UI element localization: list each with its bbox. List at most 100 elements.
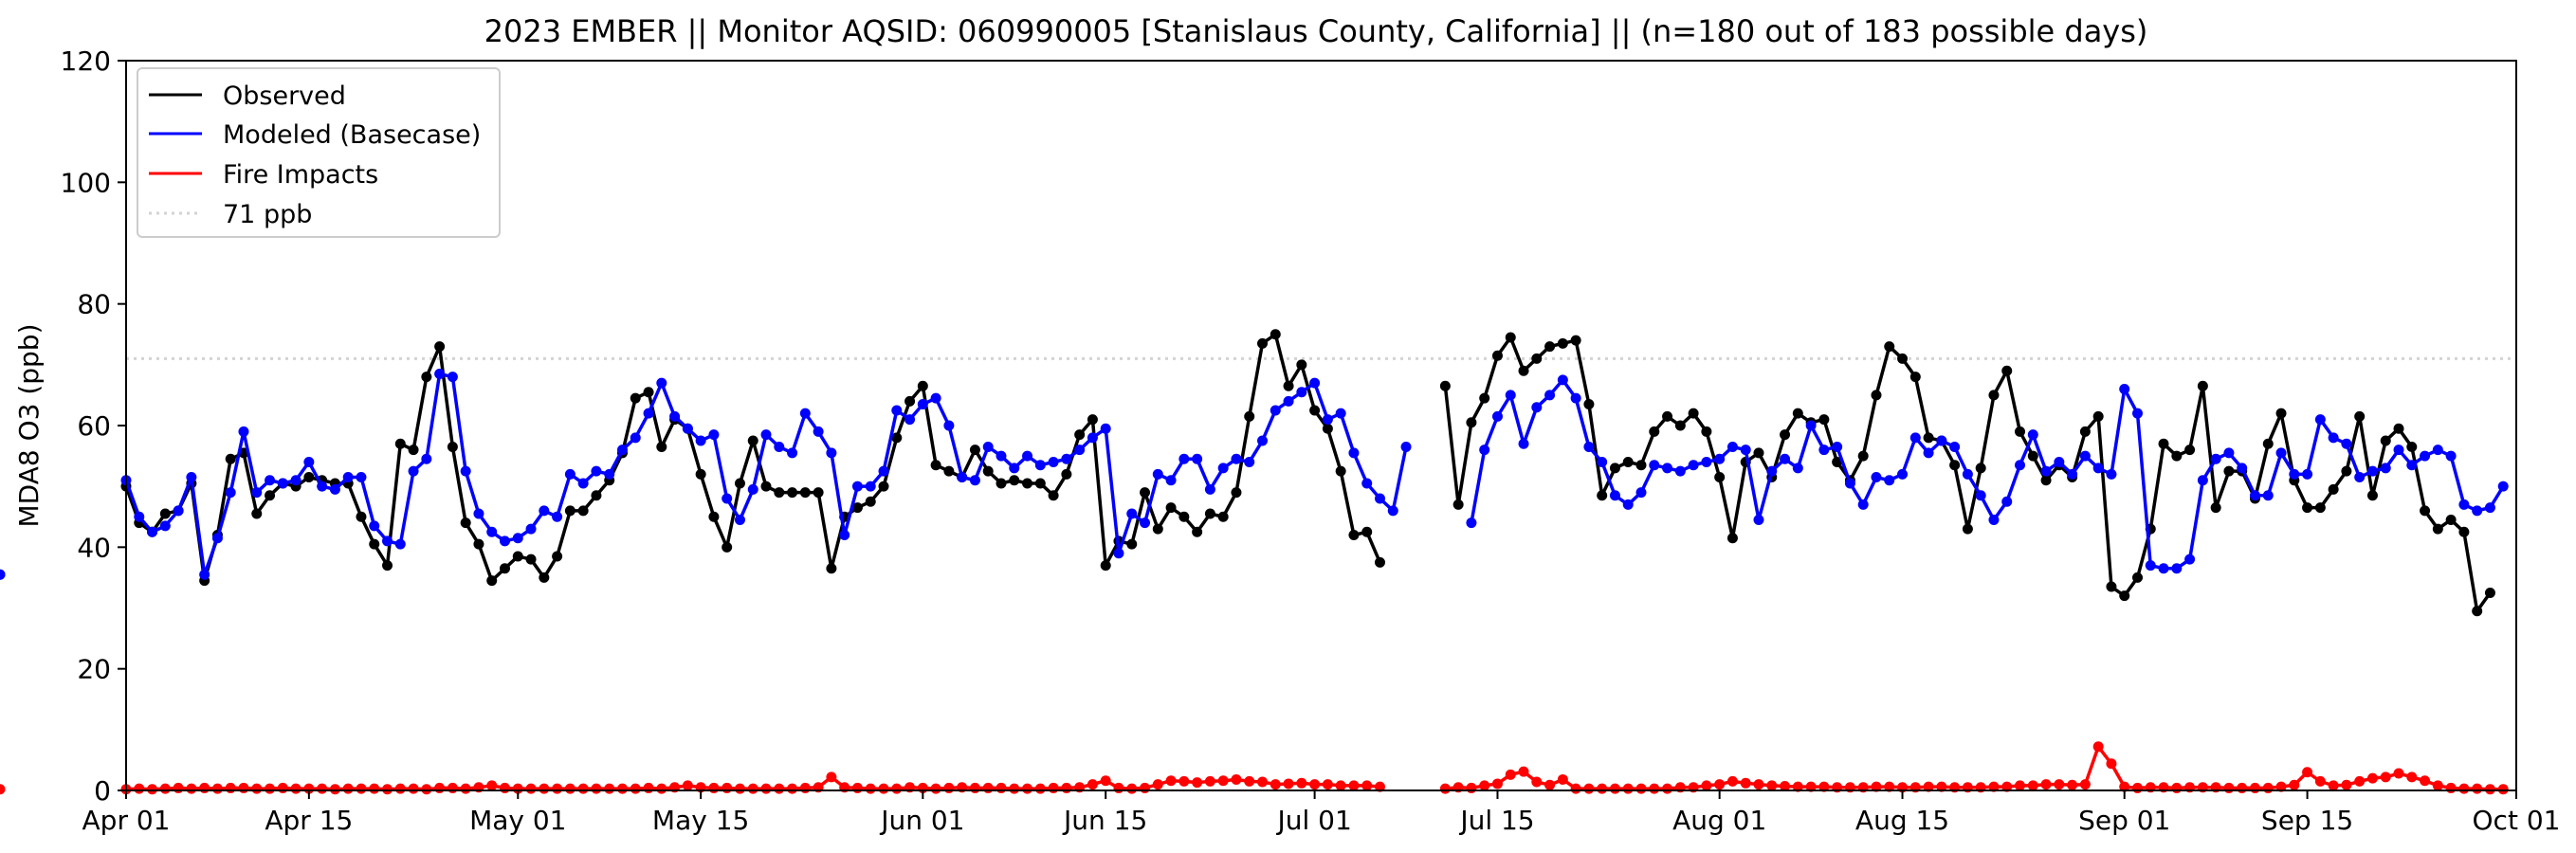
data-point bbox=[1466, 517, 1477, 529]
data-point bbox=[1570, 392, 1581, 404]
data-point bbox=[1192, 526, 1203, 537]
data-point bbox=[2366, 490, 2378, 501]
data-point bbox=[539, 505, 550, 517]
data-point bbox=[2484, 502, 2495, 514]
data-point bbox=[734, 514, 745, 525]
data-point bbox=[669, 410, 681, 422]
data-point bbox=[317, 783, 328, 794]
y-tick-label: 120 bbox=[61, 45, 111, 77]
data-point bbox=[1296, 387, 1307, 398]
data-point bbox=[1283, 778, 1294, 789]
data-point bbox=[1753, 514, 1764, 525]
data-point bbox=[1309, 377, 1321, 389]
data-point bbox=[616, 783, 628, 794]
data-point bbox=[1087, 432, 1098, 444]
data-point bbox=[2210, 453, 2221, 464]
data-point bbox=[1518, 365, 1529, 376]
data-point bbox=[1491, 350, 1503, 361]
data-point bbox=[774, 441, 785, 452]
data-point bbox=[1361, 478, 1373, 489]
data-point bbox=[2406, 441, 2418, 452]
data-point bbox=[2106, 758, 2117, 770]
data-point bbox=[851, 502, 863, 514]
data-point bbox=[1283, 380, 1294, 391]
data-point bbox=[539, 572, 550, 583]
data-point bbox=[1231, 487, 1242, 499]
data-point bbox=[238, 426, 249, 437]
data-point bbox=[199, 782, 210, 793]
data-point bbox=[2132, 408, 2143, 419]
data-point bbox=[394, 538, 406, 550]
data-point bbox=[1335, 465, 1346, 477]
data-point bbox=[251, 508, 263, 519]
data-point bbox=[317, 481, 328, 492]
data-point bbox=[774, 783, 785, 794]
data-point bbox=[1126, 508, 1138, 519]
data-point bbox=[1048, 490, 1059, 501]
data-point bbox=[1583, 399, 1595, 410]
data-point bbox=[147, 784, 158, 795]
data-point bbox=[2171, 563, 2183, 574]
data-point bbox=[1753, 779, 1764, 790]
data-point bbox=[604, 468, 615, 480]
data-point bbox=[2054, 779, 2065, 790]
data-point bbox=[1649, 460, 1660, 471]
data-point bbox=[760, 429, 772, 441]
data-point bbox=[447, 782, 458, 793]
data-point bbox=[787, 783, 798, 794]
series-fire-impacts bbox=[0, 741, 2509, 795]
data-point bbox=[1270, 779, 1281, 790]
data-point bbox=[1192, 453, 1203, 464]
data-point bbox=[760, 783, 772, 794]
x-tick-label: May 15 bbox=[652, 805, 749, 836]
data-point bbox=[656, 783, 667, 794]
data-point bbox=[552, 551, 563, 562]
data-point bbox=[1780, 453, 1791, 464]
data-point bbox=[1988, 390, 2000, 401]
data-point bbox=[1074, 429, 1086, 441]
data-point bbox=[2027, 450, 2038, 462]
data-point bbox=[1766, 780, 1778, 791]
y-tick-label: 20 bbox=[77, 654, 111, 685]
data-point bbox=[1152, 779, 1163, 790]
data-point bbox=[1780, 781, 1791, 792]
data-point bbox=[2380, 771, 2391, 783]
data-point bbox=[251, 487, 263, 499]
data-point bbox=[500, 535, 510, 547]
plot-frame bbox=[125, 60, 2517, 791]
data-point bbox=[408, 783, 419, 794]
data-point bbox=[225, 487, 236, 499]
data-point bbox=[2341, 779, 2352, 790]
data-point bbox=[969, 782, 980, 793]
y-tick-label: 80 bbox=[77, 289, 111, 320]
data-point bbox=[1374, 493, 1385, 504]
data-point bbox=[969, 475, 980, 486]
data-point bbox=[2472, 783, 2483, 794]
data-point bbox=[2054, 457, 2065, 467]
data-point bbox=[2328, 432, 2339, 444]
data-point bbox=[1491, 778, 1503, 789]
data-point bbox=[708, 782, 720, 793]
series-observed bbox=[120, 329, 2495, 617]
data-point bbox=[225, 453, 236, 464]
data-point bbox=[1597, 783, 1608, 794]
data-point bbox=[1283, 395, 1294, 407]
data-point bbox=[2302, 502, 2313, 514]
legend: Observed Modeled (Basecase) Fire Impacts… bbox=[137, 67, 501, 238]
data-point bbox=[382, 784, 393, 795]
data-point bbox=[1832, 441, 1843, 452]
data-point bbox=[1505, 769, 1516, 780]
x-axis: Apr 01 Apr 15 May 01 May 15 Jun 01 Jun 15 Jul … bbox=[82, 790, 2560, 836]
data-point bbox=[1204, 775, 1215, 787]
data-point bbox=[1048, 457, 1059, 467]
data-point bbox=[2001, 781, 2013, 792]
data-point bbox=[865, 481, 876, 492]
data-point bbox=[2223, 447, 2235, 459]
data-point bbox=[1962, 468, 1973, 480]
data-point bbox=[265, 490, 276, 501]
data-point bbox=[2237, 782, 2248, 793]
data-point bbox=[2040, 475, 2052, 486]
data-point bbox=[159, 520, 171, 532]
data-point bbox=[173, 782, 184, 793]
